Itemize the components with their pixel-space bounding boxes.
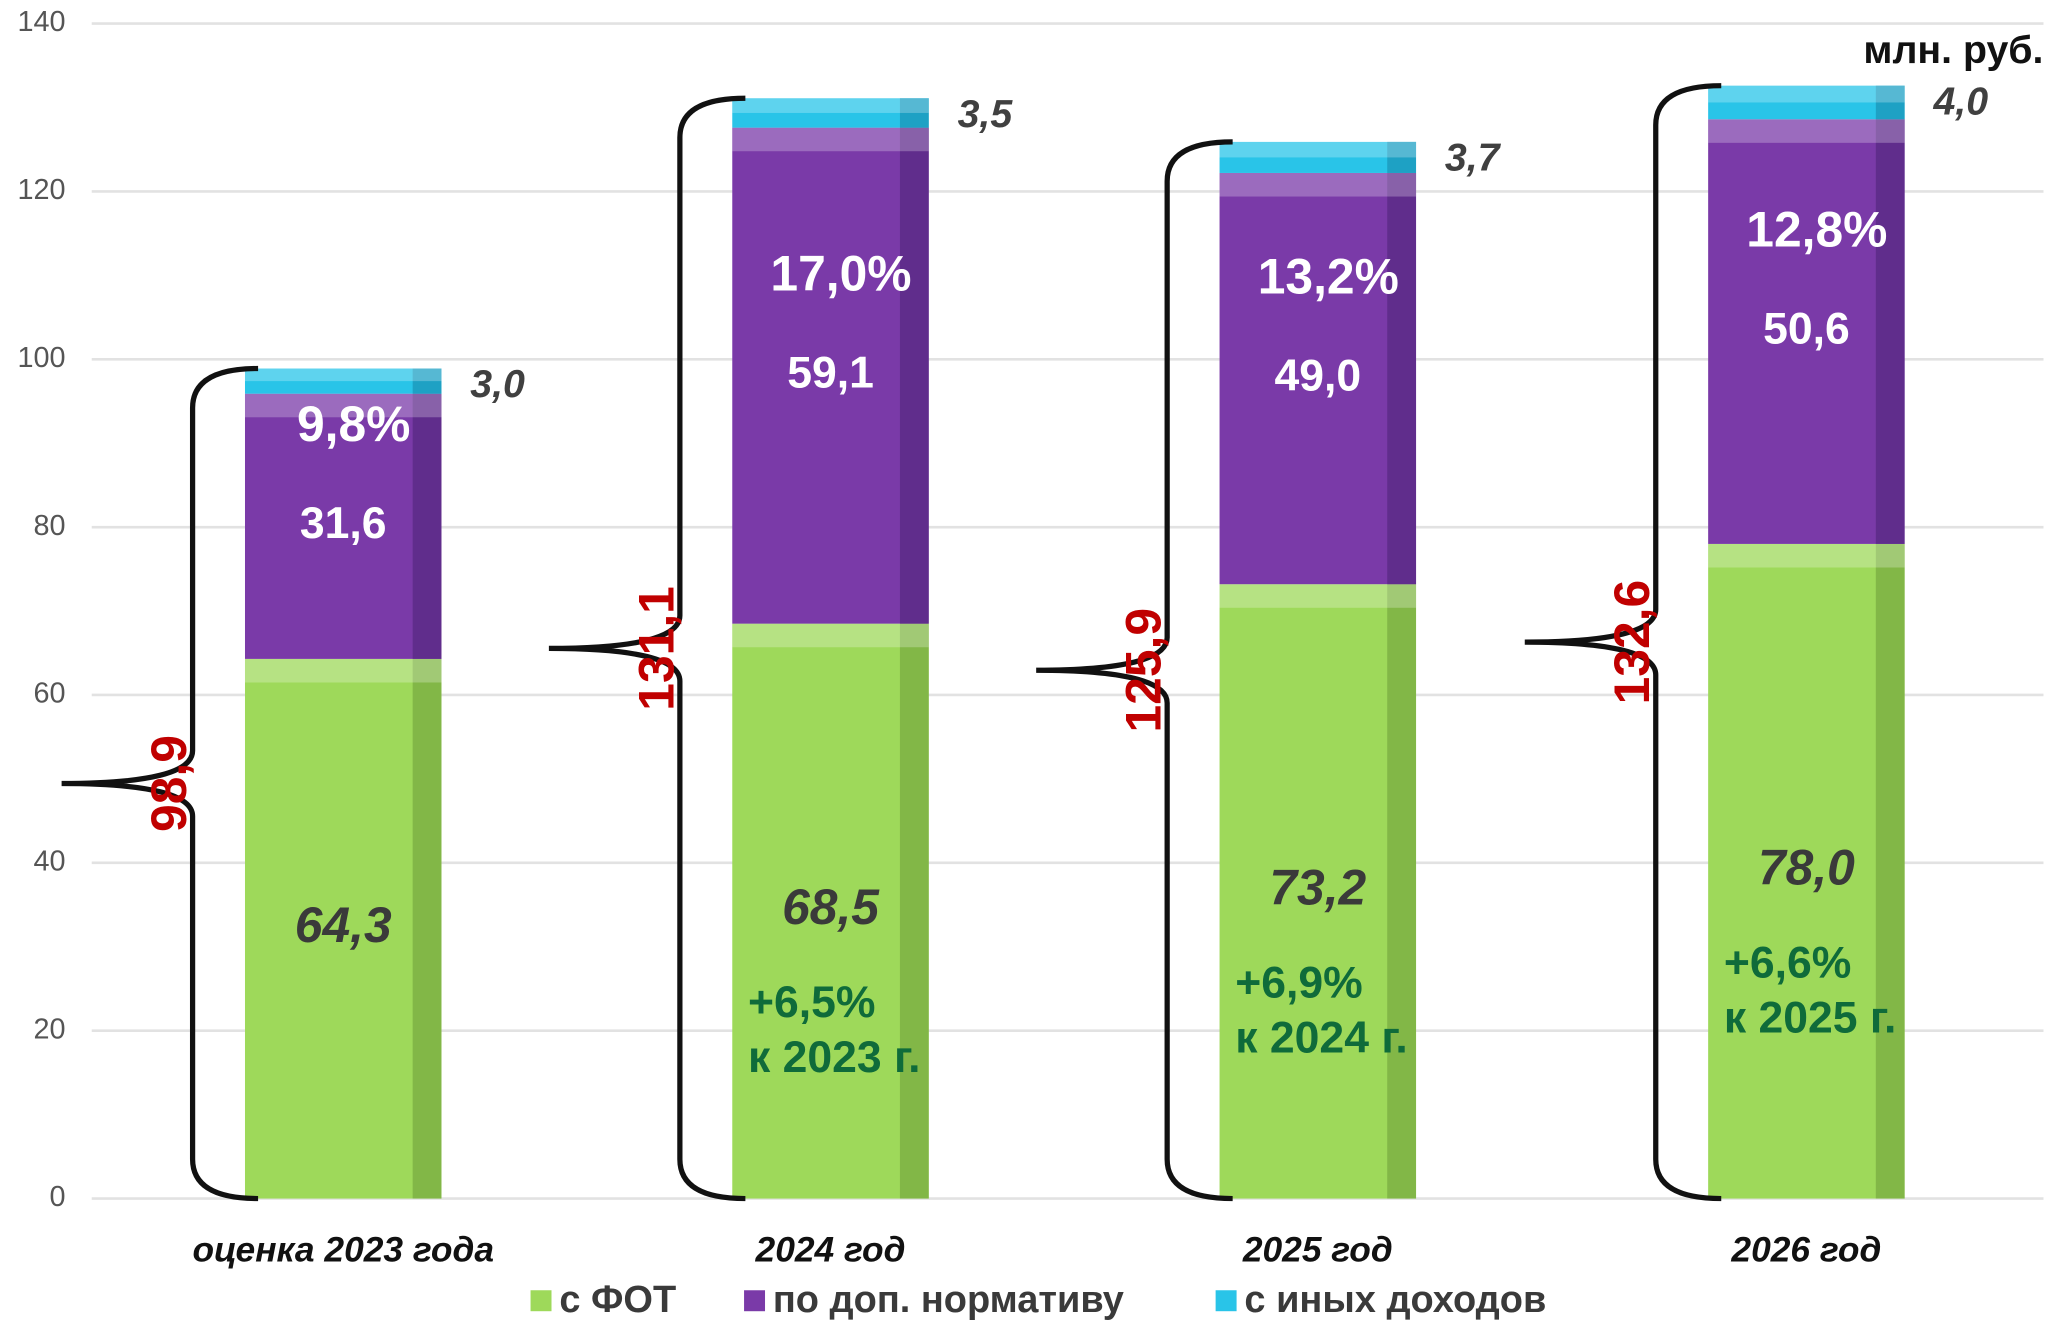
x-tick-label: 2026 год xyxy=(1730,1231,1881,1270)
unit-label: млн. руб. xyxy=(1863,28,2043,72)
bar-side xyxy=(1387,172,1417,585)
legend-label: по доп. нормативу xyxy=(773,1279,1124,1321)
y-tick-label: 20 xyxy=(34,1013,66,1045)
total-label: 132,6 xyxy=(1604,580,1660,705)
bar-top xyxy=(1219,172,1417,197)
y-tick-label: 140 xyxy=(17,6,65,38)
y-tick-label: 100 xyxy=(17,342,65,374)
value-label: 73,2 xyxy=(1269,860,1366,916)
y-tick-label: 0 xyxy=(50,1181,66,1213)
bar-side xyxy=(899,127,929,624)
bar-segment xyxy=(732,98,929,128)
value-label: 59,1 xyxy=(787,348,874,397)
bar-top xyxy=(732,623,929,648)
bar-side xyxy=(412,393,442,659)
value-label: 78,0 xyxy=(1758,839,1855,895)
bar-side xyxy=(412,658,442,1199)
bar-side xyxy=(412,368,442,394)
bar-top xyxy=(732,98,929,113)
bar-top xyxy=(1708,85,1905,103)
bar-segment xyxy=(1708,543,1905,1199)
brace xyxy=(61,365,259,1202)
share-label: 12,8% xyxy=(1746,201,1887,257)
bar-side xyxy=(1875,543,1905,1199)
legend-swatch xyxy=(1215,1290,1237,1312)
value-label: 50,6 xyxy=(1763,304,1850,353)
value-label: 49,0 xyxy=(1274,351,1361,400)
bar-side xyxy=(1387,141,1417,173)
bar-segment xyxy=(1219,584,1417,1199)
bar-side xyxy=(1875,85,1905,120)
bar-segment xyxy=(1219,141,1417,173)
bar-segment xyxy=(732,127,929,624)
bar-top xyxy=(1708,543,1905,568)
value-label: 64,3 xyxy=(295,897,392,953)
growth-label: к 2025 г. xyxy=(1724,993,1897,1042)
share-label: 9,8% xyxy=(297,396,410,452)
bar-top xyxy=(1219,584,1417,608)
bar-top xyxy=(1219,141,1417,158)
bar-top xyxy=(1708,119,1905,143)
x-tick-label: 2025 год xyxy=(1242,1231,1393,1270)
y-tick-label: 40 xyxy=(34,845,66,877)
bar-side xyxy=(1875,119,1905,544)
bar-segment xyxy=(244,368,442,394)
bar-side xyxy=(1387,584,1417,1199)
value-label: 3,7 xyxy=(1445,136,1502,180)
value-label: 3,5 xyxy=(958,92,1014,136)
bar-top xyxy=(244,368,442,382)
value-label: 4,0 xyxy=(1932,79,1988,123)
legend-label: с ФОТ xyxy=(559,1279,676,1321)
x-tick-label: оценка 2023 года xyxy=(192,1231,494,1270)
bar-top xyxy=(244,393,442,418)
brace xyxy=(1036,139,1233,1202)
bar-segment xyxy=(244,393,442,659)
growth-label: +6,9% xyxy=(1235,958,1362,1007)
growth-label: +6,6% xyxy=(1724,938,1851,987)
y-tick-label: 120 xyxy=(17,174,65,206)
legend-label: с иных доходов xyxy=(1244,1279,1546,1321)
y-tick-label: 60 xyxy=(34,678,66,710)
bar-side xyxy=(899,623,929,1199)
bar-segment xyxy=(244,658,442,1199)
bar-segment xyxy=(1708,85,1905,120)
brace xyxy=(1524,83,1722,1202)
bar-top xyxy=(244,658,442,683)
total-label: 131,1 xyxy=(628,586,684,711)
total-label: 125,9 xyxy=(1116,608,1172,733)
value-label: 68,5 xyxy=(782,879,880,935)
value-label: 3,0 xyxy=(470,362,525,406)
total-label: 98,9 xyxy=(141,735,197,832)
bar-top xyxy=(732,127,929,152)
growth-label: к 2024 г. xyxy=(1235,1013,1408,1062)
bar-side xyxy=(899,98,929,128)
growth-label: +6,5% xyxy=(748,978,875,1027)
legend-swatch xyxy=(744,1290,766,1312)
bar-segment xyxy=(732,623,929,1199)
y-tick-label: 80 xyxy=(34,510,66,542)
share-label: 13,2% xyxy=(1258,248,1399,304)
bar-segment xyxy=(1219,172,1417,585)
legend-swatch xyxy=(530,1290,552,1312)
growth-label: к 2023 г. xyxy=(748,1033,921,1082)
value-label: 31,6 xyxy=(300,499,387,548)
share-label: 17,0% xyxy=(770,246,911,302)
bar-segment xyxy=(1708,119,1905,544)
x-tick-label: 2024 год xyxy=(755,1231,906,1270)
